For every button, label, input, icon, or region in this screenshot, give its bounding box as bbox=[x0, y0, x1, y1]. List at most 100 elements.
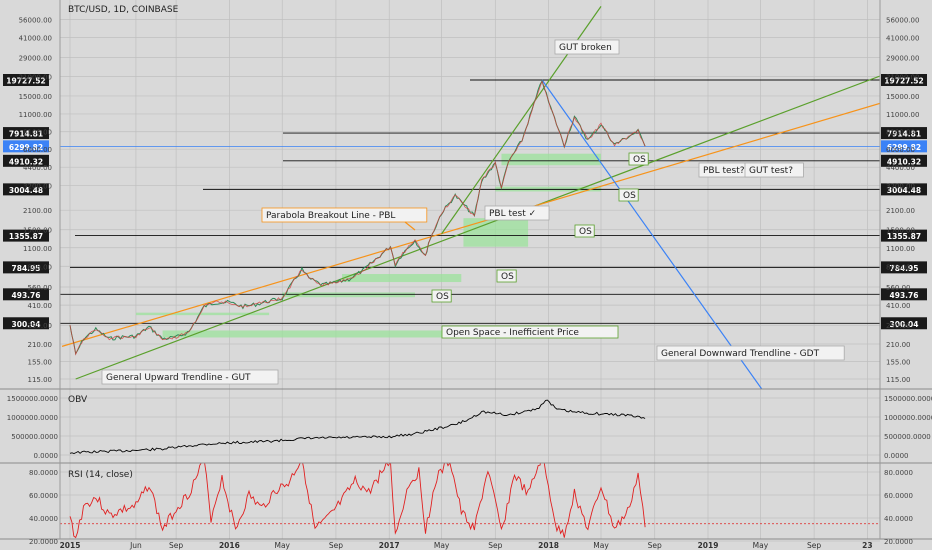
y-tick-label-left: 800.00 bbox=[28, 263, 53, 271]
annotation-label: PBL test? bbox=[703, 166, 745, 176]
annotation-label: GUT test? bbox=[749, 166, 793, 176]
price-level-label-right: 493.76 bbox=[890, 291, 919, 300]
price-level-label-left: 3004.48 bbox=[9, 186, 43, 195]
annotation-box bbox=[261, 207, 428, 223]
price-level-label-left: 784.95 bbox=[12, 264, 41, 273]
open-space-zone bbox=[162, 330, 456, 338]
price-level-tag-left bbox=[3, 288, 49, 301]
y-tick-label-left: 15000.00 bbox=[19, 93, 52, 101]
rsi-tick-label-right: 60.0000 bbox=[884, 492, 913, 500]
zone-label: OS bbox=[579, 227, 592, 237]
pbl-arrow bbox=[404, 221, 416, 231]
y-tick-label-left: 56000.00 bbox=[19, 16, 52, 24]
rsi-tick-label-left: 20.0000 bbox=[29, 538, 58, 546]
x-tick-label: May bbox=[753, 541, 769, 550]
y-tick-label-left: 115.00 bbox=[28, 376, 53, 384]
annotation-label: General Downward Trendline - GDT bbox=[661, 349, 820, 359]
price-level-label-right: 1355.87 bbox=[887, 232, 921, 241]
price-level-tag-right bbox=[881, 288, 927, 301]
y-tick-label-right: 560.00 bbox=[886, 284, 911, 292]
obv-tick-label-right: 0.0000 bbox=[884, 452, 909, 460]
annotation-label: GUT broken bbox=[559, 43, 612, 53]
price-series bbox=[69, 79, 646, 356]
price-level-tag-right bbox=[881, 229, 927, 242]
annotation-box bbox=[554, 39, 620, 55]
obv-tick-label-right: 1500000.0000 bbox=[884, 395, 932, 403]
rsi-tick-label-right: 20.0000 bbox=[884, 538, 913, 546]
y-tick-label-right: 56000.00 bbox=[886, 16, 919, 24]
rsi-tick-label-left: 80.0000 bbox=[29, 469, 58, 477]
x-tick-label: 2019 bbox=[698, 541, 719, 550]
x-tick-label: Sep bbox=[648, 541, 662, 550]
y-tick-label-right: 1500.00 bbox=[886, 227, 915, 235]
obv-tick-label-left: 1500000.0000 bbox=[7, 395, 58, 403]
zone-label: OS bbox=[501, 272, 514, 282]
annotation-box bbox=[101, 369, 279, 385]
y-tick-label-right: 1100.00 bbox=[886, 245, 915, 253]
price-level-tag-left bbox=[3, 127, 49, 140]
y-tick-label-right: 11000.00 bbox=[886, 111, 919, 119]
x-tick-label: Jun bbox=[129, 541, 142, 550]
y-tick-label-left: 560.00 bbox=[28, 284, 53, 292]
price-level-label-right: 19727.52 bbox=[884, 77, 923, 86]
price-level-tag-left bbox=[3, 183, 49, 196]
y-tick-label-left: 11000.00 bbox=[19, 111, 52, 119]
x-tick-label: 2018 bbox=[538, 541, 559, 550]
rsi-tick-label-left: 60.0000 bbox=[29, 492, 58, 500]
y-tick-label-left: 8100.00 bbox=[23, 129, 52, 137]
open-space-zone bbox=[501, 153, 602, 166]
y-tick-label-left: 4400.00 bbox=[23, 164, 52, 172]
current-price-label-right: 6299.82 bbox=[887, 143, 921, 152]
price-level-label-right: 4910.32 bbox=[887, 157, 921, 166]
y-tick-label-right: 6000.00 bbox=[886, 146, 915, 154]
zone-label: OS bbox=[436, 292, 449, 302]
y-tick-label-right: 3200.00 bbox=[886, 183, 915, 191]
x-tick-label: May bbox=[274, 541, 290, 550]
y-tick-label-right: 15000.00 bbox=[886, 93, 919, 101]
price-level-label-right: 784.95 bbox=[890, 264, 919, 273]
zone-label-box bbox=[574, 224, 595, 238]
rsi-tick-label-right: 80.0000 bbox=[884, 469, 913, 477]
y-tick-label-right: 210.00 bbox=[886, 341, 911, 349]
y-tick-label-right: 800.00 bbox=[886, 263, 911, 271]
annotation-box bbox=[484, 205, 550, 221]
zone-label-box bbox=[441, 325, 619, 339]
price-level-tag-right bbox=[881, 183, 927, 196]
y-tick-label-left: 155.00 bbox=[28, 359, 53, 367]
annotation-box bbox=[656, 345, 845, 361]
price-levels: 19727.52 19727.52 7914.81 7914.81 4910.32 491… bbox=[3, 74, 927, 330]
obv-series bbox=[69, 399, 646, 454]
y-tick-label-right: 8100.00 bbox=[886, 129, 915, 137]
zone-label-box bbox=[628, 152, 649, 166]
rsi-tick-label-right: 40.0000 bbox=[884, 515, 913, 523]
price-level-tag-right bbox=[881, 154, 927, 167]
price-level-label-right: 7914.81 bbox=[887, 130, 921, 139]
price-line-bear bbox=[69, 80, 646, 356]
price-level-label-left: 4910.32 bbox=[9, 157, 43, 166]
rsi-series bbox=[60, 463, 880, 539]
current-price-tag-right bbox=[881, 140, 927, 153]
y-tick-label-left: 1500.00 bbox=[23, 227, 52, 235]
x-tick-label: May bbox=[593, 541, 609, 550]
price-level-tag-left bbox=[3, 74, 49, 86]
zone-label-box bbox=[618, 188, 639, 202]
obv-line bbox=[69, 399, 646, 454]
price-level-tag-right bbox=[881, 74, 927, 86]
price-level-label-left: 493.76 bbox=[12, 291, 41, 300]
y-tick-label-right: 4400.00 bbox=[886, 164, 915, 172]
open-space-zone bbox=[282, 292, 415, 298]
price-level-label-left: 7914.81 bbox=[9, 130, 43, 139]
price-level-tag-right bbox=[881, 317, 927, 330]
price-level-label-left: 300.04 bbox=[12, 320, 41, 329]
obv-tick-label-right: 500000.0000 bbox=[884, 433, 931, 441]
y-tick-label-left: 6000.00 bbox=[23, 146, 52, 154]
chart-title: BTC/USD, 1D, COINBASE bbox=[68, 5, 179, 15]
y-tick-label-left: 1100.00 bbox=[23, 245, 52, 253]
x-tick-label: May bbox=[434, 541, 450, 550]
trendline-pbl bbox=[61, 102, 880, 347]
x-tick-label: 2017 bbox=[379, 541, 400, 550]
price-level-tag-right bbox=[881, 127, 927, 140]
x-tick-label: Sep bbox=[488, 541, 502, 550]
open-space-zone bbox=[135, 312, 270, 316]
